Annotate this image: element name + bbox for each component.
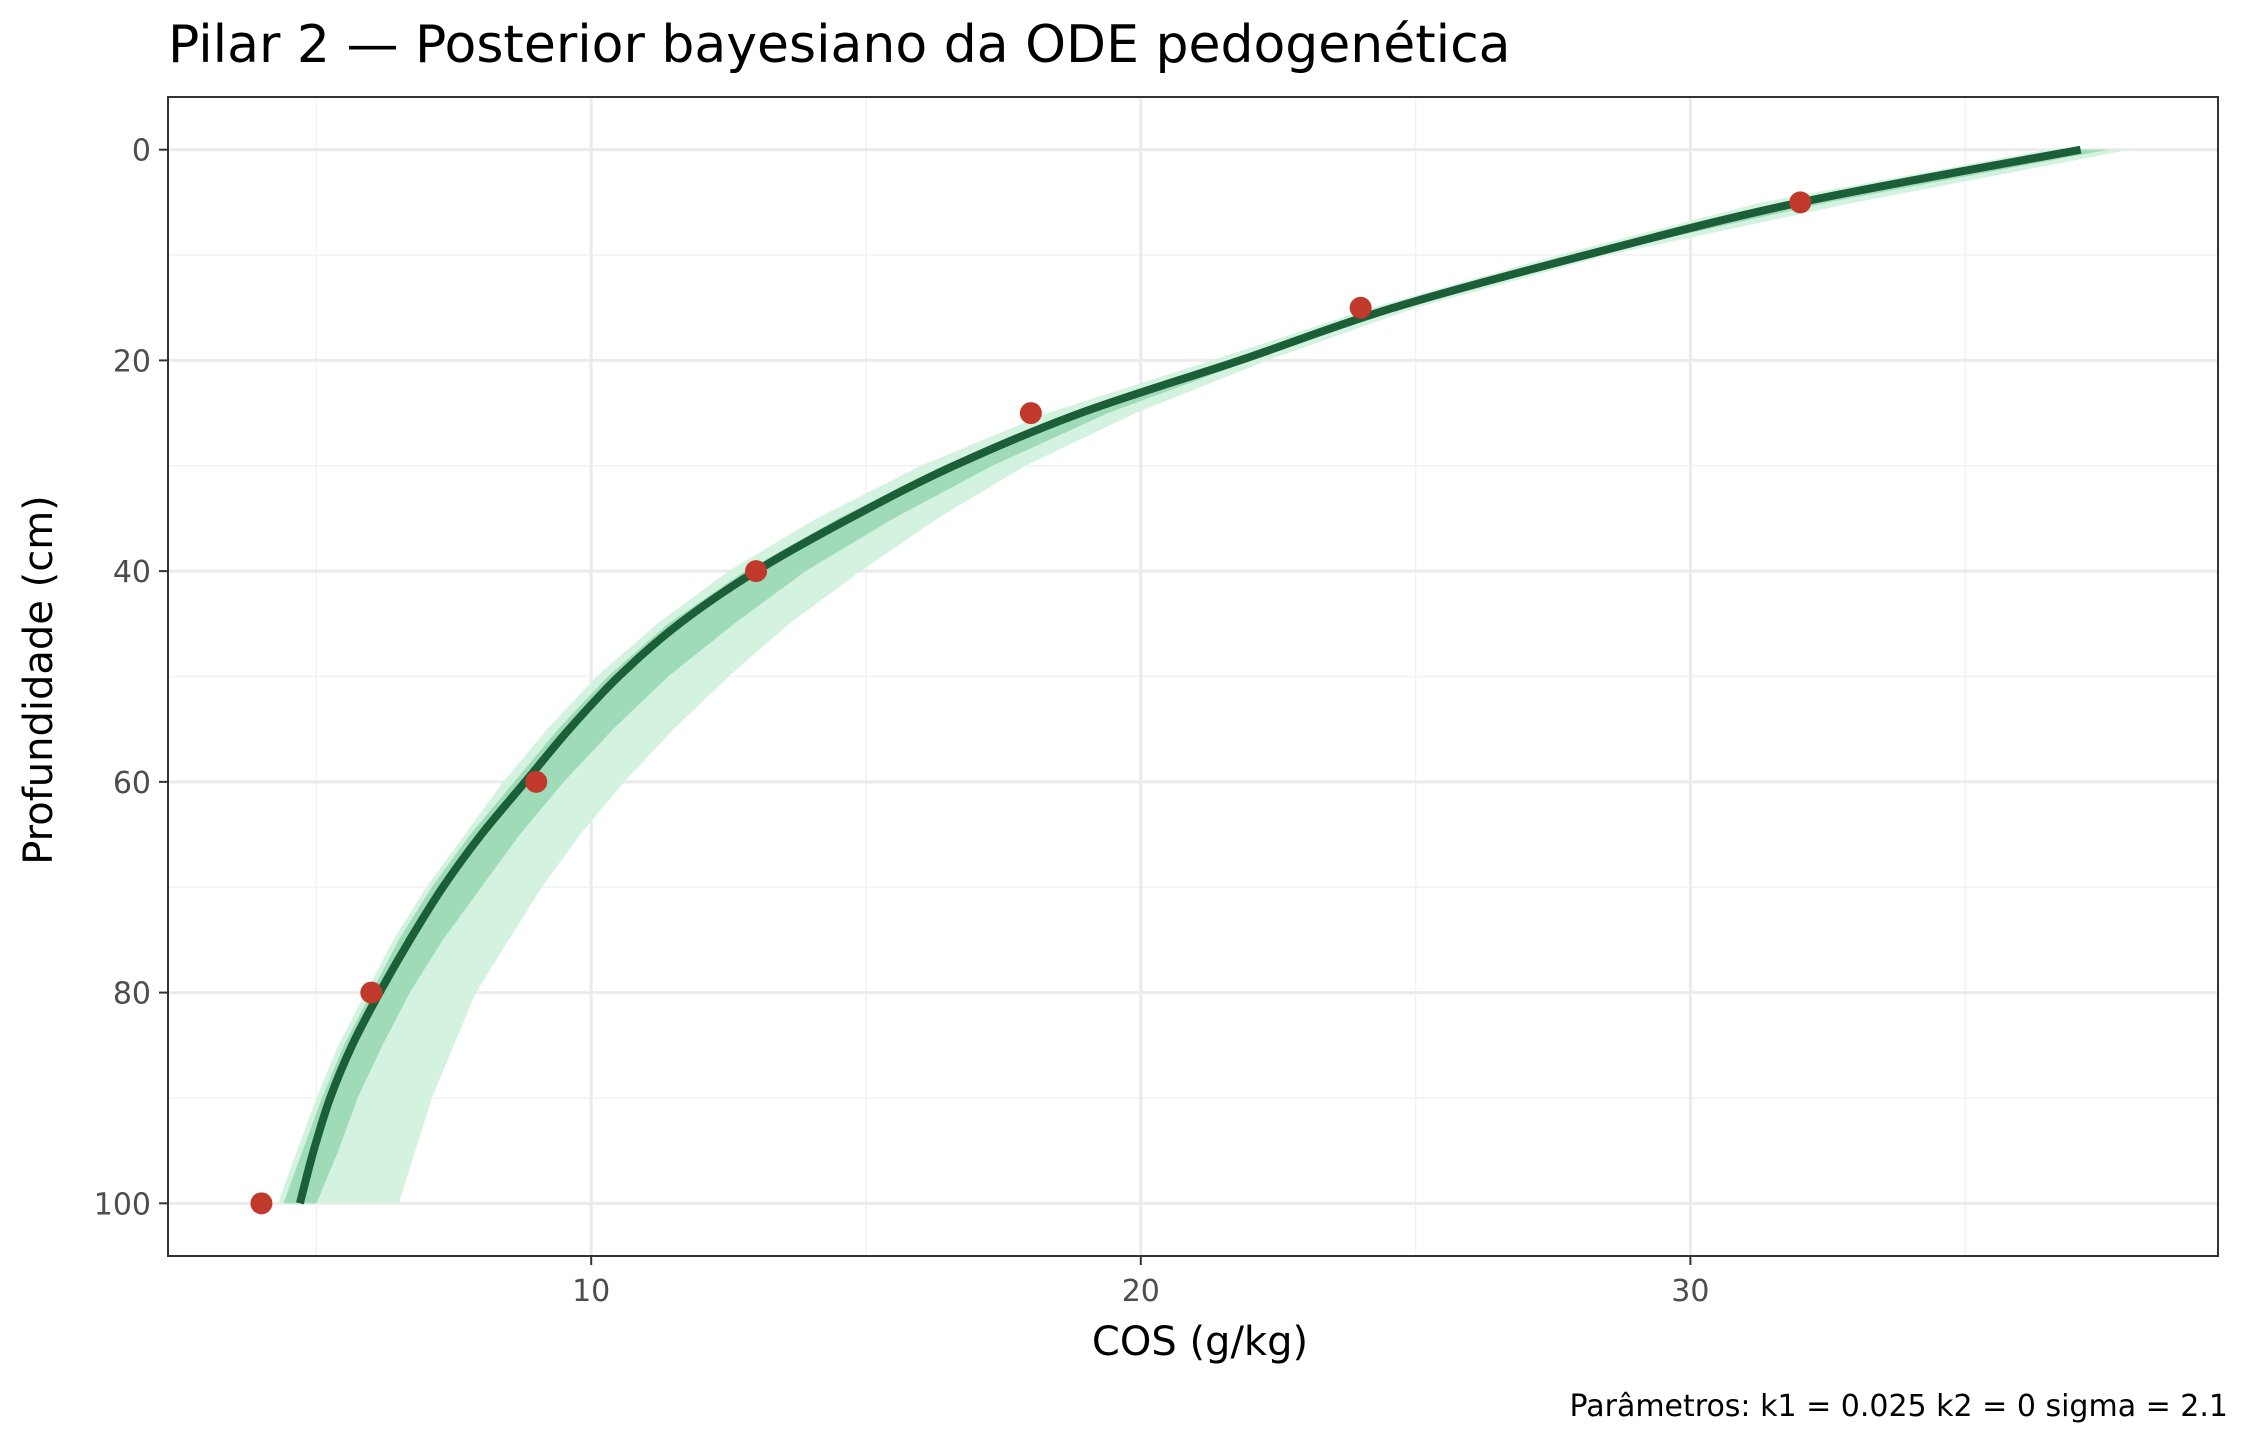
point-layer — [250, 191, 1812, 1215]
credible-band-inner — [283, 149, 2109, 1204]
observation-point — [745, 560, 768, 583]
x-axis: 10 20 30 — [572, 1256, 1709, 1309]
band-layer — [277, 149, 2131, 1204]
y-axis: 0 20 40 60 80 100 — [94, 134, 168, 1222]
observation-point — [1019, 402, 1042, 425]
y-axis-title: Profundidade (cm) — [16, 495, 62, 865]
y-tick-label: 60 — [113, 766, 151, 801]
y-tick-label: 40 — [113, 555, 151, 590]
observation-point — [1349, 296, 1372, 319]
y-tick-label: 0 — [132, 134, 151, 169]
x-axis-title: COS (g/kg) — [1092, 1319, 1308, 1365]
chart-title: Pilar 2 — Posterior bayesiano da ODE ped… — [168, 15, 1511, 75]
y-tick-label: 20 — [113, 344, 151, 379]
y-tick-label: 100 — [94, 1187, 151, 1222]
chart-caption: Parâmetros: k1 = 0.025 k2 = 0 sigma = 2.… — [1569, 1389, 2228, 1424]
observation-point — [250, 1192, 273, 1215]
x-tick-label: 20 — [1122, 1274, 1160, 1309]
x-tick-label: 30 — [1671, 1274, 1709, 1309]
y-tick-label: 80 — [113, 977, 151, 1012]
observation-point — [525, 770, 548, 793]
panel-border — [167, 96, 2219, 1257]
grid-layer — [168, 97, 2218, 1256]
observation-point — [1789, 191, 1812, 214]
observation-point — [360, 981, 383, 1004]
plot-panel — [167, 96, 2219, 1257]
x-tick-label: 10 — [572, 1274, 610, 1309]
